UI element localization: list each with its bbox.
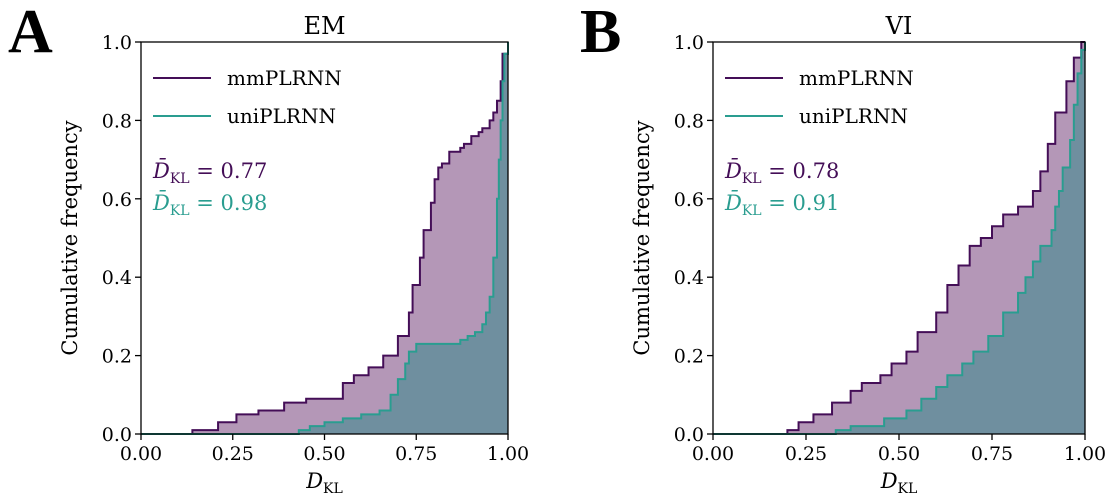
mmplrnn-line bbox=[141, 42, 509, 435]
y-tick-label: 0.2 bbox=[674, 346, 704, 368]
y-tick-label: 0.6 bbox=[102, 189, 132, 211]
y-tick-label: 0.0 bbox=[674, 424, 704, 446]
uniplrnn-line bbox=[141, 42, 509, 435]
x-tick-label: 0.00 bbox=[692, 443, 734, 465]
y-tick-label: 0.0 bbox=[102, 424, 132, 446]
x-tick-label: 1.00 bbox=[1064, 443, 1106, 465]
x-tick-label: 0.25 bbox=[212, 443, 254, 465]
x-tick-label: 0.50 bbox=[303, 443, 345, 465]
x-tick-label: 0.50 bbox=[878, 443, 920, 465]
mmplrnn-area bbox=[141, 42, 508, 434]
y-tick-label: 0.8 bbox=[674, 110, 704, 132]
x-tick-label: 0.75 bbox=[971, 443, 1013, 465]
y-tick-label: 0.4 bbox=[674, 267, 704, 289]
y-axis-label: Cumulative frequency bbox=[58, 120, 82, 355]
panel-a: A EM 0.00 0.25 0.50 0.75 1.00 0.0 0.2 0.4 0.6 0.8 1.… bbox=[8, 0, 529, 497]
x-tick-label: 0.00 bbox=[120, 443, 162, 465]
y-axis-label: Cumulative frequency bbox=[630, 120, 654, 355]
legend-label-mmplrnn: mmPLRNN bbox=[799, 66, 914, 90]
x-axis-label: DKL bbox=[305, 469, 343, 497]
y-tick-label: 1.0 bbox=[102, 32, 132, 54]
annotation-uniplrnn: D̄KL = 0.91 bbox=[724, 190, 839, 219]
annotation-mmplrnn: D̄KL = 0.78 bbox=[724, 158, 839, 187]
y-tick-label: 0.8 bbox=[102, 110, 132, 132]
y-tick-label: 0.4 bbox=[102, 267, 132, 289]
y-tick-label: 0.2 bbox=[102, 346, 132, 368]
panel-b: B VI 0.00 0.25 0.50 0.75 1.00 0.0 0.2 0.4 0.6 0.8 1.… bbox=[580, 0, 1106, 497]
chart-title: EM bbox=[303, 12, 345, 40]
x-tick-label: 1.00 bbox=[487, 443, 529, 465]
x-tick-label: 0.25 bbox=[785, 443, 827, 465]
uniplrnn-line bbox=[713, 42, 1086, 435]
annotation-mmplrnn: D̄KL = 0.77 bbox=[152, 158, 267, 187]
annotation-uniplrnn: D̄KL = 0.98 bbox=[152, 190, 267, 219]
legend-label-mmplrnn: mmPLRNN bbox=[227, 66, 342, 90]
x-axis-label: DKL bbox=[880, 469, 918, 497]
legend-label-uniplrnn: uniPLRNN bbox=[227, 104, 336, 128]
mmplrnn-line bbox=[713, 41, 1085, 435]
y-tick-label: 1.0 bbox=[674, 32, 704, 54]
panel-letter: A bbox=[8, 0, 53, 66]
chart-title: VI bbox=[885, 12, 913, 40]
panel-letter: B bbox=[580, 0, 621, 66]
y-tick-label: 0.6 bbox=[674, 189, 704, 211]
legend-label-uniplrnn: uniPLRNN bbox=[799, 104, 908, 128]
x-tick-label: 0.75 bbox=[395, 443, 437, 465]
uniplrnn-area bbox=[141, 42, 508, 434]
